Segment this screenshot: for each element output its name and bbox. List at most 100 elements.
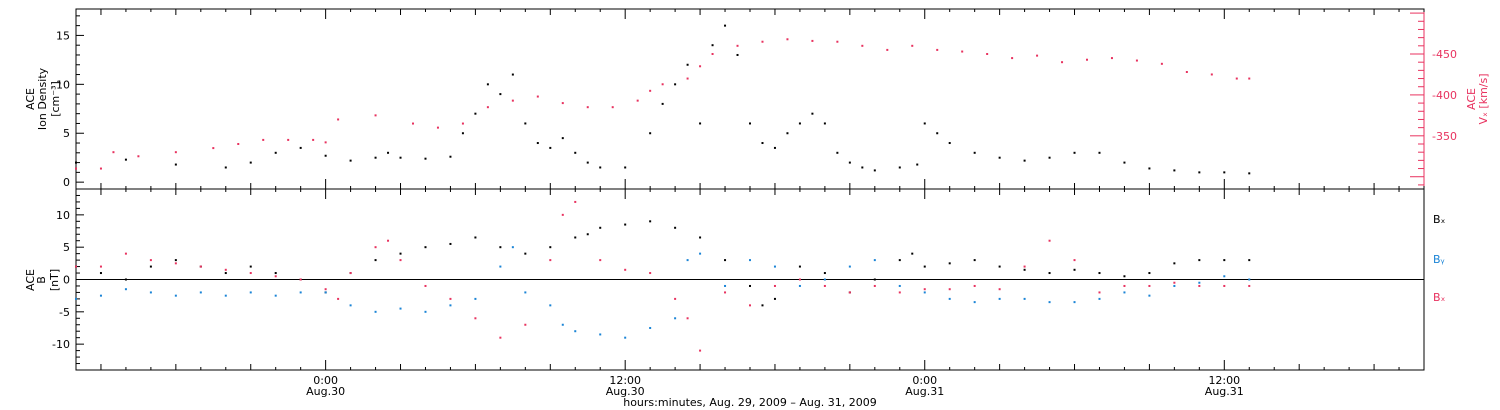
data-point-bx xyxy=(374,259,377,262)
data-point-by xyxy=(1173,284,1176,287)
data-point-bz xyxy=(686,317,689,320)
top-left-tick-label: 15 xyxy=(56,29,70,42)
data-point-vx xyxy=(786,38,789,41)
data-point-ion-density xyxy=(574,151,577,154)
data-point-bz xyxy=(1123,284,1126,287)
data-point-vx xyxy=(1160,62,1163,65)
data-point-bz xyxy=(1048,239,1051,242)
data-point-bx xyxy=(449,242,452,245)
top-right-ylabel-line-1: ACE xyxy=(1465,88,1478,110)
data-point-bx xyxy=(674,226,677,229)
data-point-bx xyxy=(1148,272,1151,275)
bottom-left-tick-label: -10 xyxy=(52,338,70,351)
data-point-vx xyxy=(686,77,689,80)
data-point-vx xyxy=(1086,58,1088,61)
data-point-bx xyxy=(499,246,502,249)
data-point-bx xyxy=(898,259,901,262)
data-point-vx xyxy=(911,44,914,47)
data-point-vx xyxy=(112,151,115,154)
data-point-ion-density xyxy=(1173,169,1176,172)
data-point-by xyxy=(511,246,514,249)
data-point-by xyxy=(1223,275,1226,278)
data-point-by xyxy=(649,326,652,329)
data-point-vx xyxy=(237,143,240,145)
data-point-bz xyxy=(199,265,202,268)
data-point-vx xyxy=(861,44,864,47)
data-point-by xyxy=(686,259,689,262)
data-point-bx xyxy=(624,223,627,226)
data-point-ion-density xyxy=(973,151,976,154)
top-right-ylabel: ACE Vₓ [km/s] xyxy=(1465,73,1490,124)
data-point-bx xyxy=(923,265,926,268)
data-point-bz xyxy=(724,291,727,294)
data-point-bx xyxy=(224,272,227,275)
data-point-by xyxy=(349,304,352,307)
data-point-ion-density xyxy=(511,73,514,76)
data-point-bz xyxy=(574,200,577,203)
data-point-ion-density xyxy=(699,122,702,125)
data-point-bx xyxy=(798,265,801,268)
x-tick-time-label: 12:00 xyxy=(1208,374,1240,387)
data-point-by xyxy=(873,259,876,262)
data-point-bz xyxy=(699,349,702,352)
data-point-ion-density xyxy=(1073,151,1076,154)
data-point-by xyxy=(374,310,377,313)
data-point-by xyxy=(199,291,202,294)
top-left-tick-label: 10 xyxy=(56,78,70,91)
data-point-vx xyxy=(337,118,340,121)
data-point-bx xyxy=(1098,272,1101,275)
data-point-by xyxy=(699,252,702,255)
x-axis-title: hours:minutes, Aug. 29, 2009 – Aug. 31, … xyxy=(623,396,877,409)
top-left-ylabel-line-3: [cm⁻³] xyxy=(49,81,62,117)
bottom-left-ylabel-line-3: [nT] xyxy=(48,269,61,291)
data-point-ion-density xyxy=(124,158,127,161)
data-point-bz xyxy=(973,284,976,287)
data-point-bx xyxy=(1198,259,1201,262)
data-point-by xyxy=(898,284,901,287)
data-point-bz xyxy=(99,265,102,268)
bottom-left-tick-label: 10 xyxy=(56,209,70,222)
data-point-bz xyxy=(674,297,677,300)
data-point-by xyxy=(823,278,826,281)
data-point-bx xyxy=(724,259,727,262)
data-point-bz xyxy=(474,317,477,320)
data-point-bz xyxy=(848,291,851,294)
data-point-bx xyxy=(948,262,951,265)
data-point-vx xyxy=(312,138,315,141)
data-point-ion-density xyxy=(599,166,602,169)
data-point-vx xyxy=(1011,57,1014,60)
data-point-ion-density xyxy=(749,122,751,125)
data-point-ion-density xyxy=(761,142,764,145)
data-point-by xyxy=(1198,281,1201,284)
data-point-bx xyxy=(699,236,702,239)
data-point-vx xyxy=(586,106,589,109)
data-point-by xyxy=(1023,297,1026,300)
data-point-by xyxy=(224,294,227,297)
data-point-bz xyxy=(923,288,926,291)
data-point-by xyxy=(724,284,727,287)
data-point-ion-density xyxy=(1123,161,1126,164)
data-point-ion-density xyxy=(724,24,727,27)
data-point-bx xyxy=(823,272,826,275)
data-point-by xyxy=(923,291,926,294)
data-point-bz xyxy=(599,259,602,262)
data-point-vx xyxy=(636,99,639,102)
data-point-vx xyxy=(511,99,514,102)
bottom-left-ylabel-line-1: ACE xyxy=(24,269,37,291)
data-point-by xyxy=(998,297,1001,300)
data-point-ion-density xyxy=(536,142,539,145)
data-point-vx xyxy=(262,138,265,141)
data-point-bx xyxy=(973,259,976,262)
top-left-tick-label: 5 xyxy=(63,127,70,140)
data-point-ion-density xyxy=(773,146,776,149)
data-point-ion-density xyxy=(674,83,677,86)
data-point-bx xyxy=(1223,259,1226,262)
top-right-tick-label: -400 xyxy=(1432,89,1457,102)
data-point-by xyxy=(674,317,677,320)
data-point-bx xyxy=(474,236,477,239)
data-point-bx xyxy=(1248,259,1251,262)
data-point-ion-density xyxy=(274,151,277,154)
data-point-ion-density xyxy=(998,156,1001,159)
data-point-bz xyxy=(624,268,627,271)
